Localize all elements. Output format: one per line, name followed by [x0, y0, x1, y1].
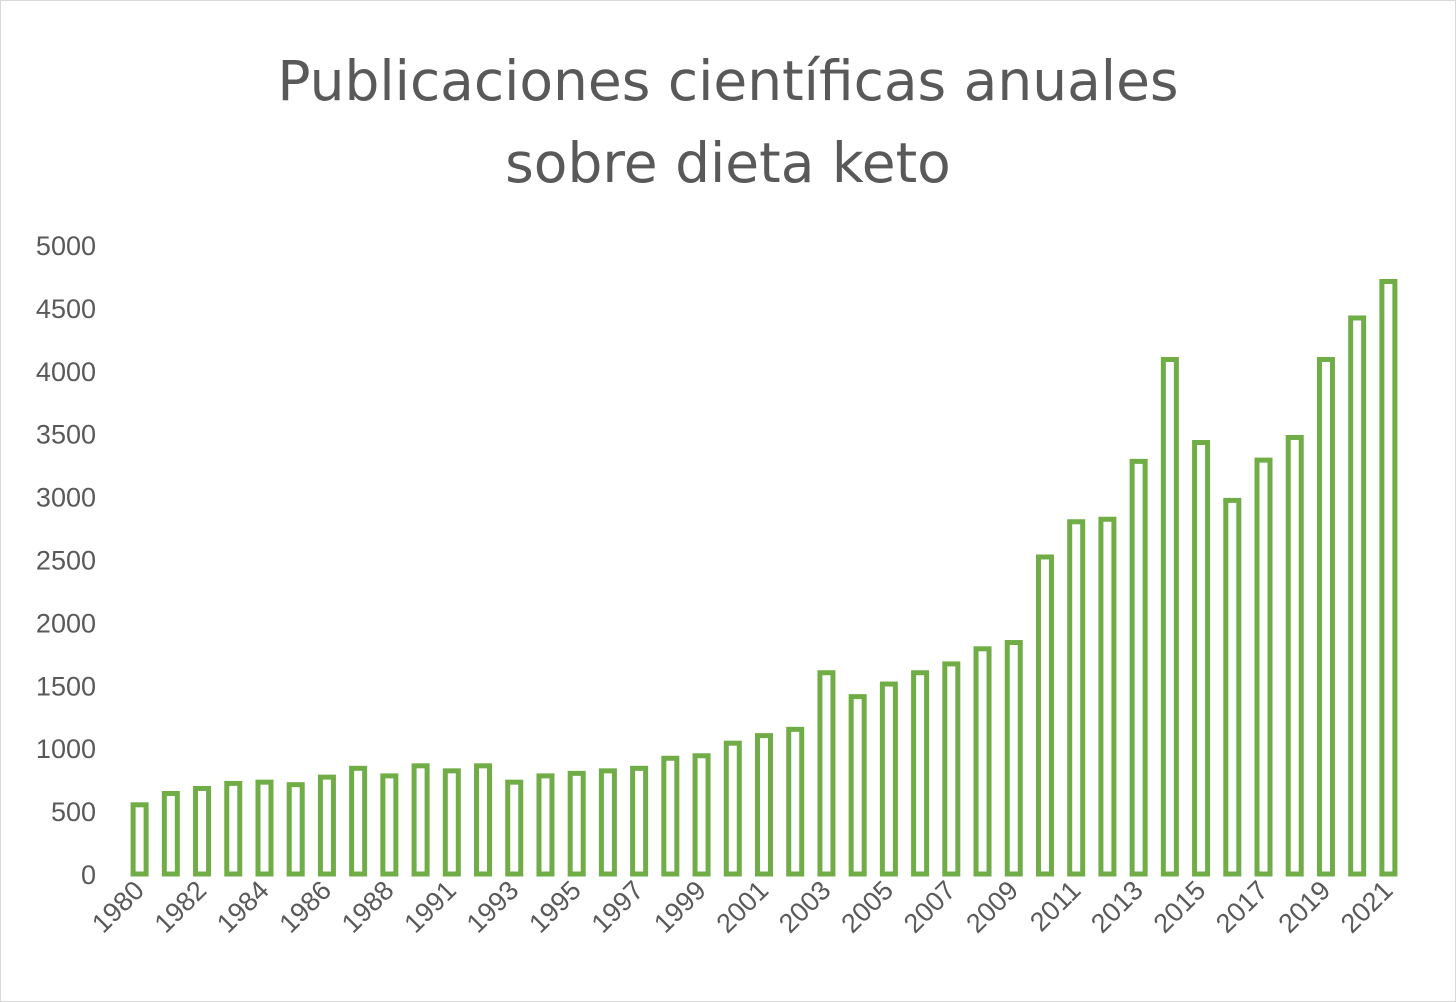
x-tick-label: 1997 — [586, 875, 650, 939]
chart-title-line-1: Publicaciones científicas anuales — [277, 49, 1179, 113]
x-tick-label: 1999 — [648, 875, 712, 939]
y-tick-label: 2000 — [36, 608, 96, 638]
bar-1987 — [349, 765, 368, 877]
y-tick-label: 5000 — [36, 231, 96, 261]
x-tick-label: 2003 — [773, 875, 837, 939]
y-tick-label: 0 — [81, 860, 96, 890]
bar-2008 — [973, 646, 992, 877]
bar-1994 — [536, 773, 555, 877]
bar-1986 — [317, 774, 336, 877]
bar-1998 — [661, 755, 680, 877]
x-tick-label: 2013 — [1085, 875, 1149, 939]
bar-1999 — [692, 753, 711, 877]
x-tick-label: 2001 — [711, 875, 775, 939]
y-tick-label: 4000 — [36, 357, 96, 387]
x-tick-label: 1995 — [523, 875, 587, 939]
y-tick-label: 2500 — [36, 546, 96, 576]
bar-2013 — [1129, 458, 1148, 877]
bar-2004 — [848, 694, 867, 877]
y-tick-label: 4500 — [36, 294, 96, 324]
bar-2001 — [755, 733, 773, 877]
x-axis: 1980198219841986198819911993199519971999… — [86, 875, 1398, 939]
bar-2021 — [1379, 278, 1398, 877]
bar-1993 — [505, 779, 524, 877]
bar-1985 — [286, 782, 305, 877]
bar-1982 — [193, 785, 212, 877]
bar-1997 — [630, 765, 649, 877]
chart-title: Publicaciones científicas anuales sobre … — [0, 40, 1456, 204]
bar-2002 — [786, 726, 805, 877]
bar-1991 — [442, 768, 461, 877]
x-tick-label: 1984 — [211, 875, 275, 939]
x-tick-label: 2017 — [1210, 875, 1274, 939]
bar-2014 — [1160, 356, 1179, 877]
x-tick-label: 2005 — [835, 875, 899, 939]
bar-2015 — [1192, 440, 1211, 877]
bar-2016 — [1223, 497, 1242, 877]
x-tick-label: 2007 — [898, 875, 962, 939]
x-tick-label: 2021 — [1335, 875, 1399, 939]
bar-2020 — [1348, 315, 1367, 877]
x-tick-label: 1991 — [398, 875, 462, 939]
x-tick-label: 1986 — [273, 875, 337, 939]
bar-2010 — [1035, 554, 1054, 877]
bar-1984 — [255, 779, 274, 877]
y-tick-label: 3000 — [36, 483, 96, 513]
bar-2000 — [723, 740, 742, 877]
bar-2006 — [911, 670, 930, 877]
chart-title-line-2: sobre dieta keto — [505, 131, 951, 195]
x-tick-label: 2011 — [1024, 875, 1086, 937]
x-tick-label: 1993 — [461, 875, 525, 939]
bar-2005 — [879, 681, 898, 877]
bar-2007 — [942, 661, 961, 877]
bar-1980 — [130, 802, 149, 877]
x-tick-label: 1982 — [149, 875, 213, 939]
bar-series — [130, 278, 1398, 877]
bar-2019 — [1316, 356, 1335, 877]
x-tick-label: 2019 — [1272, 875, 1336, 939]
bar-2018 — [1285, 434, 1304, 877]
x-tick-label: 2015 — [1148, 875, 1212, 939]
y-axis: 0 500 1000 1500 2000 2500 3000 3500 4000 4500 5000 — [36, 231, 96, 890]
bar-1992 — [474, 763, 493, 877]
bar-2012 — [1098, 516, 1117, 877]
bar-2003 — [817, 670, 836, 877]
y-tick-label: 1000 — [36, 734, 96, 764]
bar-1996 — [598, 768, 617, 877]
bar-1990 — [411, 763, 430, 877]
bar-1995 — [567, 770, 586, 877]
y-tick-label: 1500 — [36, 671, 96, 701]
y-tick-label: 3500 — [36, 420, 96, 450]
x-tick-label: 2009 — [960, 875, 1024, 939]
bar-2017 — [1254, 457, 1273, 877]
bar-1988 — [380, 773, 399, 877]
bar-1981 — [161, 790, 180, 877]
bar-2011 — [1067, 519, 1086, 877]
bar-2009 — [1004, 640, 1023, 877]
x-tick-label: 1988 — [336, 875, 400, 939]
y-tick-label: 500 — [51, 797, 96, 827]
bar-1983 — [224, 780, 243, 877]
